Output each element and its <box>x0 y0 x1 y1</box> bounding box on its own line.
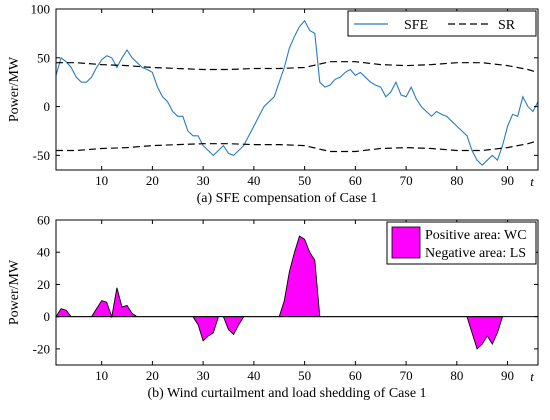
x-tick-label: 10 <box>95 368 108 383</box>
x-tick-label: 40 <box>247 368 260 383</box>
panel-a: 10 20 30 40 50 60 70 80 90 -50 0 50 100 t Power/MW (a) … <box>7 2 539 206</box>
x-tick-label: 60 <box>349 173 362 188</box>
legend-label-sr: SR <box>498 18 516 33</box>
y-tick-label: -20 <box>33 341 50 356</box>
series-line-1 <box>56 61 539 73</box>
x-tick-label: 50 <box>298 368 311 383</box>
plot-frame <box>55 219 539 366</box>
legend-box <box>347 10 537 37</box>
y-tick-label: 40 <box>37 245 50 260</box>
x-tick-label: 70 <box>400 173 413 188</box>
y-tick-label: -50 <box>33 148 50 163</box>
legend-label-sfe: SFE <box>404 18 428 33</box>
legend-label-wc: Positive area: WC <box>425 228 527 243</box>
panel-caption: (b) Wind curtailment and load shedding o… <box>147 386 426 401</box>
y-tick-label: 60 <box>37 213 50 228</box>
x-tick-label: 10 <box>95 173 108 188</box>
x-axis-label: t <box>530 369 534 384</box>
x-tick-label: 20 <box>146 173 159 188</box>
y-tick-label: 0 <box>44 99 51 114</box>
x-tick-label: 80 <box>450 173 463 188</box>
panel-caption: (a) SFE compensation of Case 1 <box>197 191 378 206</box>
x-tick-label: 50 <box>298 173 311 188</box>
x-tick-label: 20 <box>146 368 159 383</box>
x-tick-label: 90 <box>501 368 514 383</box>
y-tick-label: 50 <box>37 50 50 65</box>
legend-label-ls: Negative area: LS <box>425 246 526 261</box>
x-tick-label: 30 <box>197 173 210 188</box>
x-tick-label: 40 <box>247 173 260 188</box>
y-tick-label: 100 <box>31 2 51 17</box>
x-tick-label: 30 <box>197 368 210 383</box>
legend-swatch-area <box>391 226 421 259</box>
series-line-0 <box>55 19 539 166</box>
y-axis-label: Power/MW <box>7 56 22 122</box>
panel-b: 10 20 30 40 50 60 70 80 90 -20 0 20 40 60 t Power/MW (b)… <box>7 213 539 401</box>
x-tick-label: 60 <box>349 368 362 383</box>
y-tick-label: 0 <box>44 309 51 324</box>
x-tick-label: 90 <box>501 173 514 188</box>
plot-frame <box>55 8 539 171</box>
x-tick-label: 70 <box>400 368 413 383</box>
y-axis-label: Power/MW <box>7 259 22 325</box>
x-axis-label: t <box>530 174 534 189</box>
x-tick-label: 80 <box>450 368 463 383</box>
series-line-2 <box>56 140 539 153</box>
y-tick-label: 20 <box>37 277 50 292</box>
